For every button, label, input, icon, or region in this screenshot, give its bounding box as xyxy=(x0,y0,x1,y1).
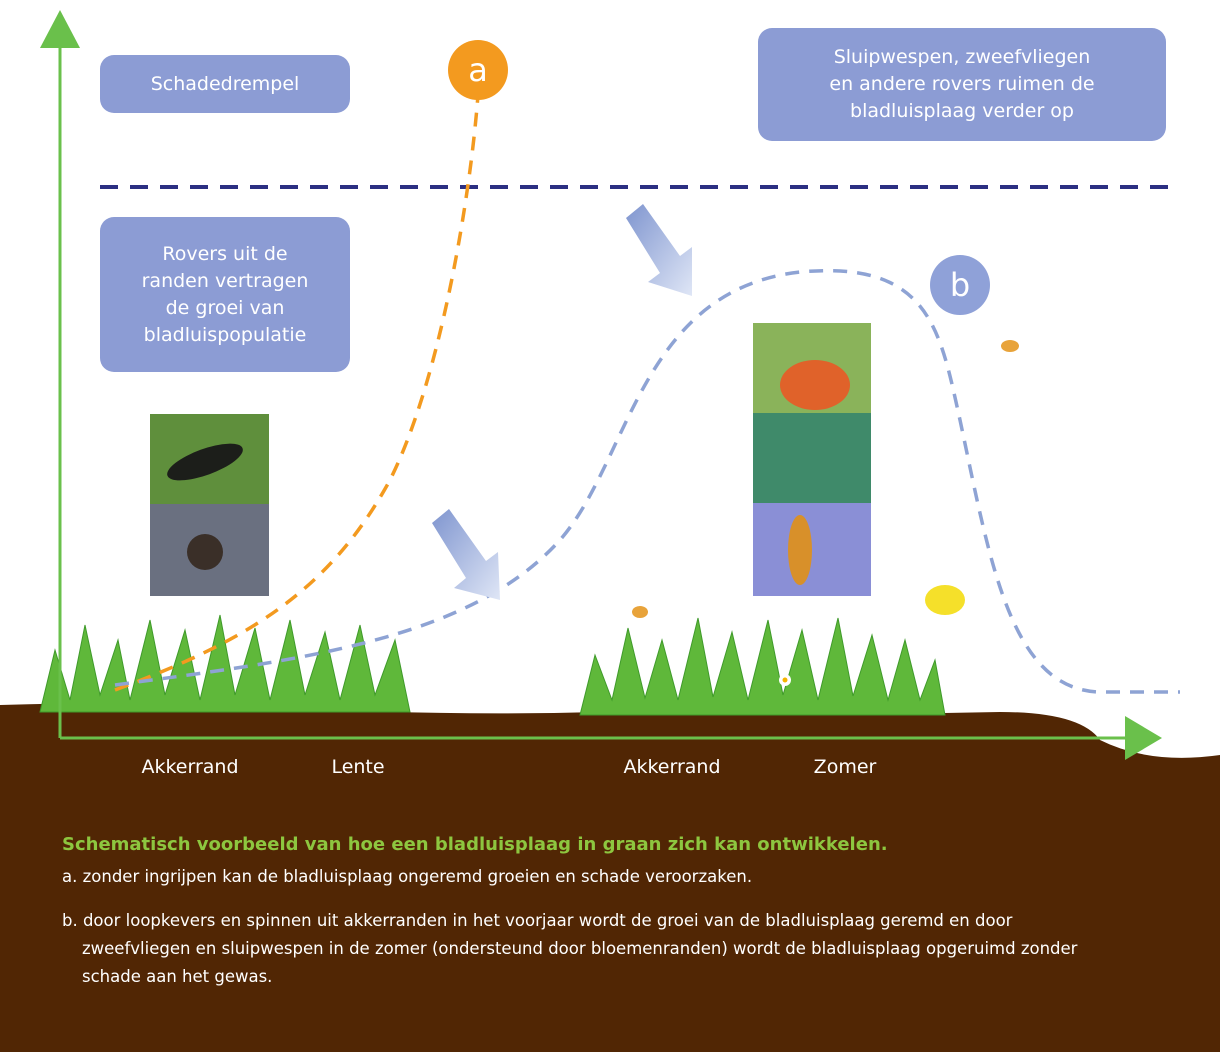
diagram: a b xyxy=(0,0,1220,1052)
x-label: Zomer xyxy=(814,756,877,778)
bee xyxy=(1001,340,1019,352)
threshold-box: Schadedrempel xyxy=(100,55,350,113)
box-line: en andere rovers ruimen de xyxy=(829,71,1094,98)
caption-title: Schematisch voorbeeld van hoe een bladlu… xyxy=(62,834,1112,855)
box-line: bladluispopulatie xyxy=(144,322,307,349)
box-line: bladluisplaag verder op xyxy=(850,98,1074,125)
arrow xyxy=(432,509,500,600)
bee xyxy=(632,606,648,618)
spring-box: Rovers uit de randen vertragen de groei … xyxy=(100,217,350,372)
curve-b-label: b xyxy=(950,266,970,304)
grass xyxy=(40,615,945,715)
box-line: randen vertragen xyxy=(142,268,309,295)
curve-a xyxy=(115,95,478,690)
page: a b Schadedrempel Sluipwespen, zweefvlie… xyxy=(0,0,1220,1052)
summer-box: Sluipwespen, zweefvliegen en andere rove… xyxy=(758,28,1166,141)
curve-a-label: a xyxy=(468,51,488,89)
x-label: Akkerrand xyxy=(141,756,238,778)
arrow xyxy=(626,204,692,296)
x-label: Akkerrand xyxy=(623,756,720,778)
x-label: Lente xyxy=(331,756,384,778)
flower-center xyxy=(783,678,788,683)
photo-hoverfly xyxy=(753,503,871,596)
photo-wasp xyxy=(753,413,871,503)
caption-item: b. door loopkevers en spinnen uit akkerr… xyxy=(62,907,1102,991)
box-line: Rovers uit de xyxy=(162,241,287,268)
box-line: Schadedrempel xyxy=(151,71,300,98)
caption-item: a. zonder ingrijpen kan de bladluisplaag… xyxy=(62,863,1132,891)
box-line: Sluipwespen, zweefvliegen xyxy=(834,44,1091,71)
box-line: de groei van xyxy=(166,295,285,322)
butterfly xyxy=(925,585,965,615)
